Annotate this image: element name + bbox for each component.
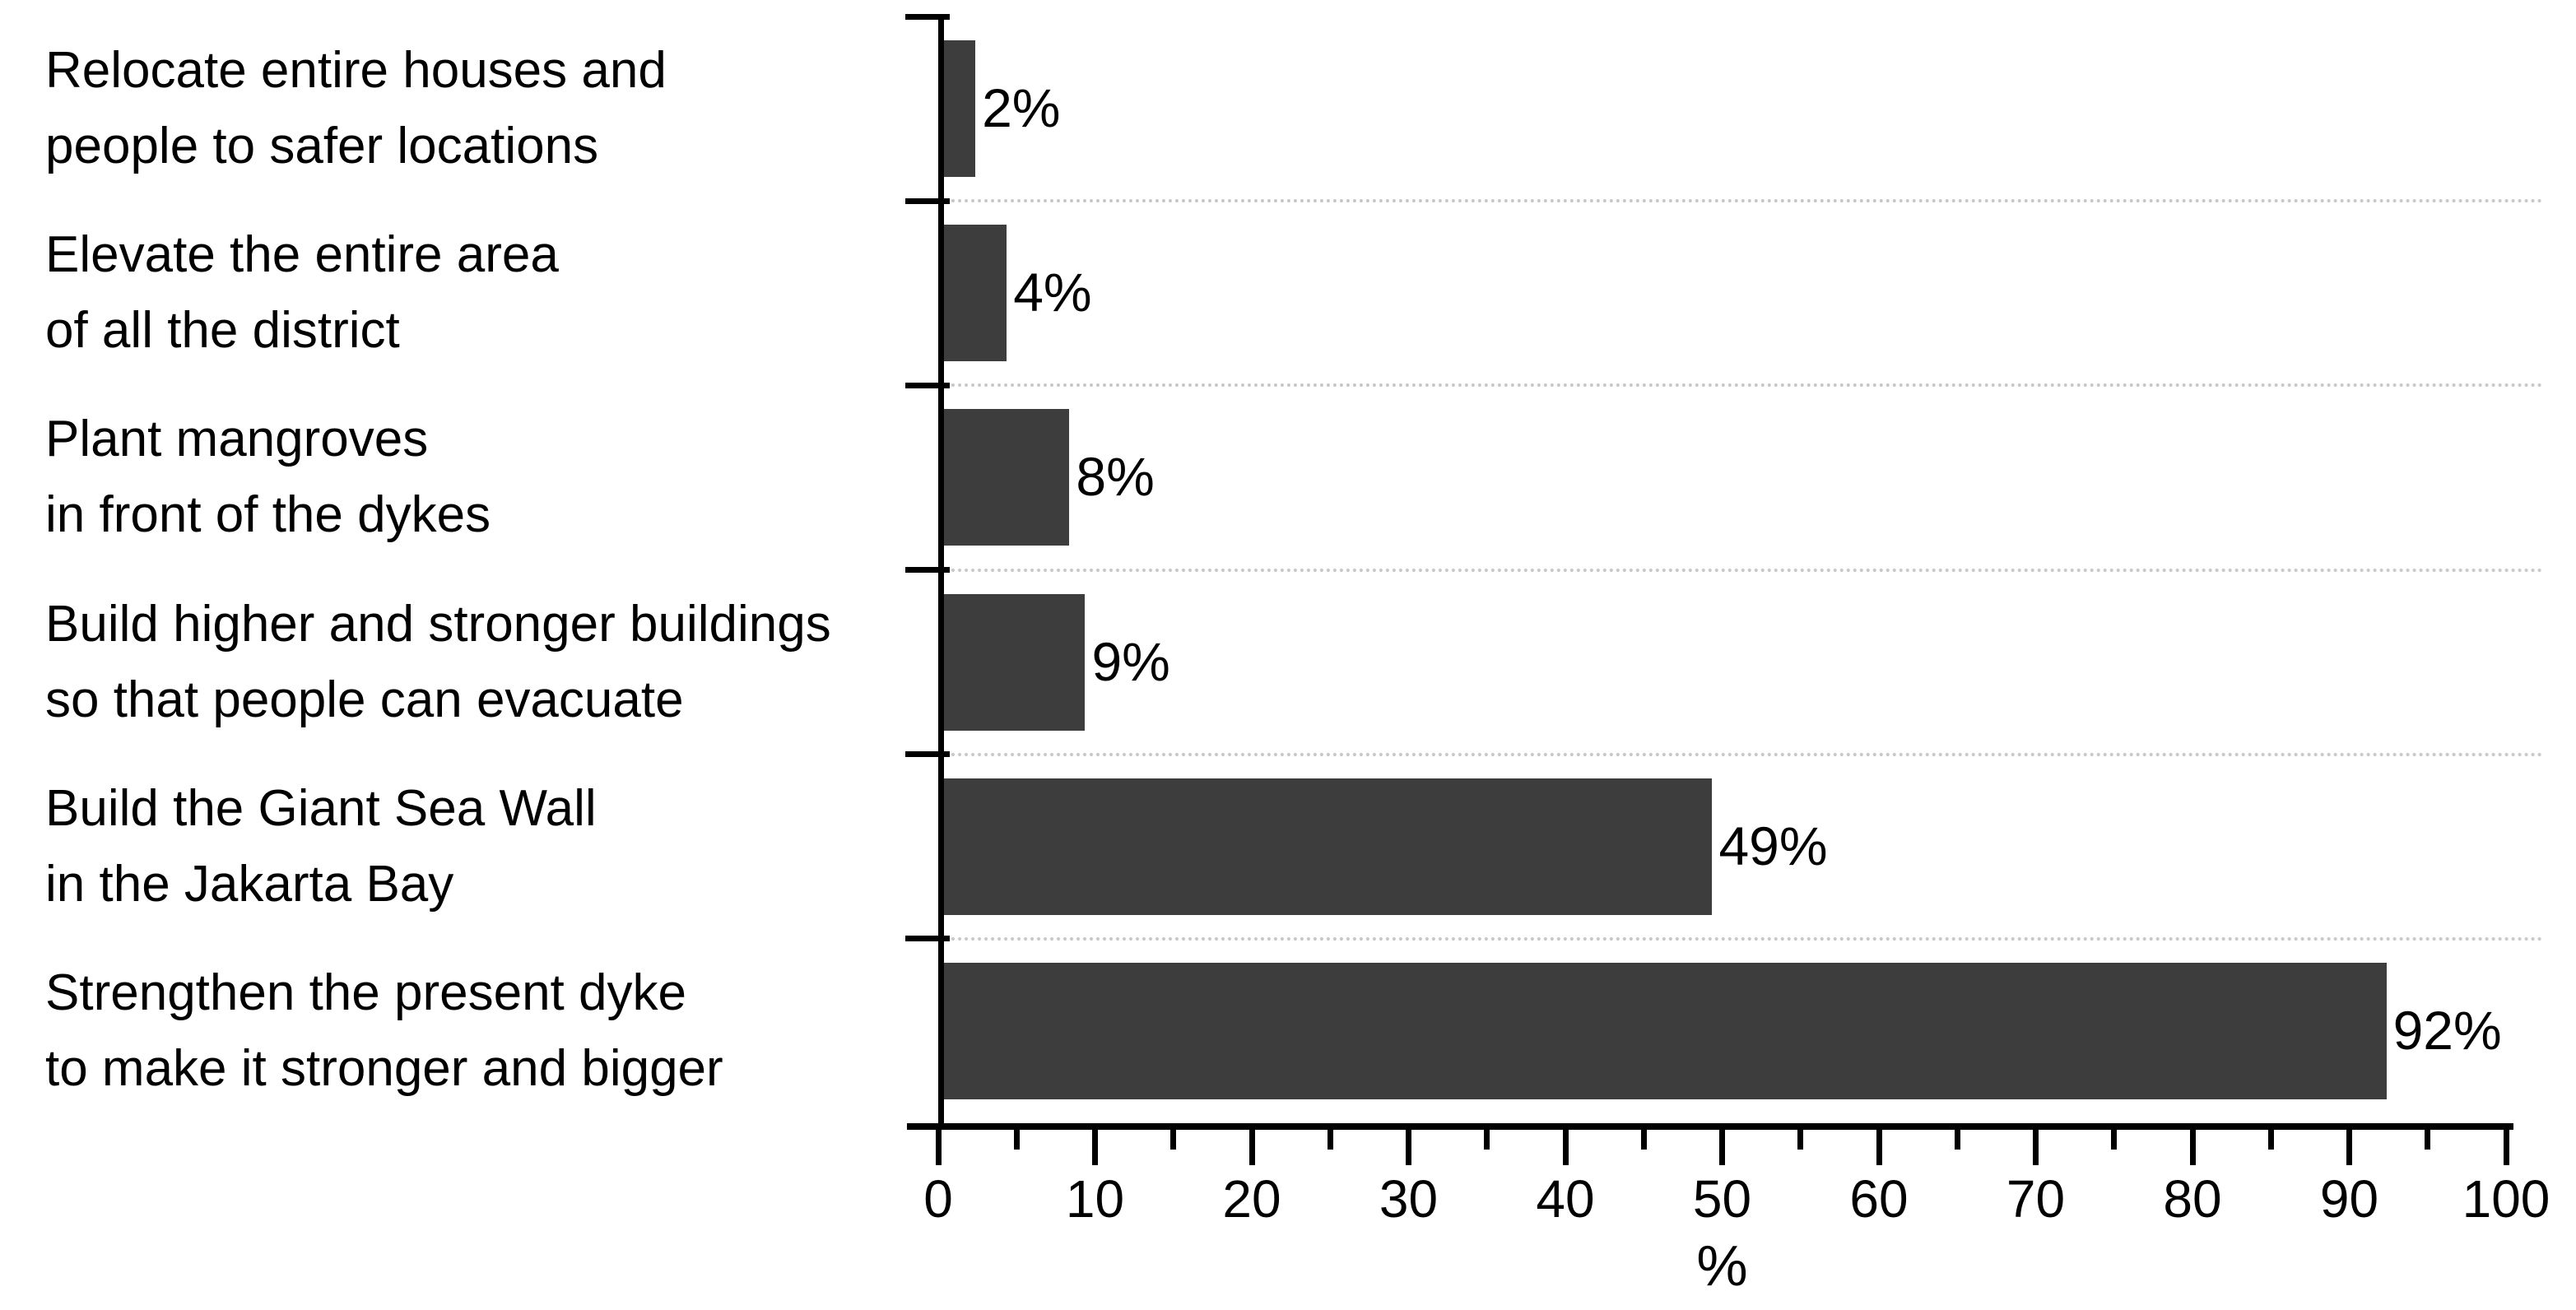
x-axis-tick-major <box>1248 1128 1255 1165</box>
row-separator-gridline <box>938 199 2543 203</box>
y-axis-tick <box>905 936 950 942</box>
x-axis-tick-minor <box>1170 1128 1177 1150</box>
x-axis-tick-minor <box>1013 1128 1020 1150</box>
bar <box>944 225 1007 362</box>
category-label: Build the Giant Sea Wall in the Jakarta B… <box>45 755 926 939</box>
chart-row: 49% <box>938 755 2506 939</box>
x-axis-tick-label: 50 <box>1692 1169 1752 1229</box>
bar <box>944 409 1070 546</box>
x-axis-tick-label: 30 <box>1379 1169 1439 1229</box>
category-label-line: in the Jakarta Bay <box>45 855 454 913</box>
category-label: Build higher and stronger buildings so th… <box>45 570 926 755</box>
chart-row: 92% <box>938 939 2506 1123</box>
chart-row: 9% <box>938 570 2506 755</box>
chart-row: 4% <box>938 201 2506 385</box>
x-axis-line <box>907 1123 2513 1130</box>
bar <box>944 40 976 178</box>
category-label-line: Build higher and stronger buildings <box>45 595 831 653</box>
row-separator-gridline <box>938 936 2543 941</box>
category-label-line: Plant mangroves <box>45 411 429 468</box>
x-axis-tick-minor <box>1797 1128 1804 1150</box>
chart-row: 8% <box>938 385 2506 569</box>
bar-value-label: 2% <box>982 77 1061 139</box>
category-label-line: people to safer locations <box>45 118 599 175</box>
x-axis-tick-label: 40 <box>1536 1169 1595 1229</box>
x-axis-tick-major <box>2189 1128 2196 1165</box>
category-label-line: in front of the dykes <box>45 486 491 544</box>
x-axis-tick-minor <box>1640 1128 1647 1150</box>
x-axis-label: % <box>1696 1233 1748 1298</box>
x-axis-tick-major <box>1876 1128 1882 1165</box>
y-axis-line <box>938 16 944 1130</box>
bar-value-label: 92% <box>2392 999 2502 1061</box>
x-axis-tick-label: 20 <box>1222 1169 1281 1229</box>
x-axis-tick-label: 0 <box>923 1169 953 1229</box>
x-axis-tick-minor <box>2111 1128 2118 1150</box>
x-axis-tick-major <box>1719 1128 1725 1165</box>
x-axis-tick-minor <box>2425 1128 2431 1150</box>
x-axis-tick-minor <box>2267 1128 2274 1150</box>
x-axis-tick-label: 80 <box>2163 1169 2222 1229</box>
category-label: Strengthen the present dyke to make it st… <box>45 939 926 1123</box>
y-axis-tick <box>905 197 950 204</box>
bar-value-label: 4% <box>1013 262 1092 323</box>
bar <box>944 778 1713 915</box>
category-label-line: Elevate the entire area <box>45 226 559 284</box>
x-axis-tick-major <box>1406 1128 1411 1165</box>
category-label-line: to make it stronger and bigger <box>45 1039 723 1097</box>
row-separator-gridline <box>938 752 2543 756</box>
y-axis-tick <box>905 567 950 573</box>
bar-value-label: 49% <box>1718 815 1828 876</box>
category-label: Relocate entire houses and people to safe… <box>45 16 926 201</box>
x-axis-tick-minor <box>1327 1128 1333 1150</box>
category-label-line: Build the Giant Sea Wall <box>45 779 597 837</box>
y-axis-tick <box>905 13 950 20</box>
chart-row: 2% <box>938 16 2506 201</box>
bar <box>944 962 2387 1099</box>
x-axis-tick-minor <box>1954 1128 1960 1150</box>
row-separator-gridline <box>938 383 2543 388</box>
row-separator-gridline <box>938 568 2543 572</box>
category-label-line: so that people can evacuate <box>45 671 684 728</box>
x-axis-tick-label: 90 <box>2319 1169 2379 1229</box>
x-axis-tick-major <box>1092 1128 1098 1165</box>
x-axis-tick-major <box>2503 1128 2509 1165</box>
x-axis-tick-major <box>1562 1128 1569 1165</box>
x-axis-tick-major <box>2033 1128 2039 1165</box>
category-label-line: of all the district <box>45 302 400 360</box>
bar-value-label: 8% <box>1076 446 1155 508</box>
y-axis-tick <box>905 751 950 758</box>
category-label: Plant mangroves in front of the dykes <box>45 385 926 569</box>
category-label-line: Strengthen the present dyke <box>45 964 686 1021</box>
y-axis-tick <box>905 382 950 388</box>
x-axis-tick-label: 10 <box>1065 1169 1125 1229</box>
plot-area: 2% 4% 8% 9% 49% 92% 0 10 20 30 40 50 60 70 80 90 100 <box>905 13 2550 1229</box>
category-labels: Relocate entire houses and people to safe… <box>45 16 926 1123</box>
x-axis-tick-major <box>935 1128 942 1165</box>
bar-value-label: 9% <box>1091 630 1170 692</box>
x-axis-tick-label: 100 <box>2462 1169 2550 1229</box>
x-axis-tick-label: 60 <box>1849 1169 1909 1229</box>
x-axis-tick-label: 70 <box>2006 1169 2066 1229</box>
x-axis-tick-major <box>2346 1128 2352 1165</box>
x-axis-tick-minor <box>1484 1128 1490 1150</box>
category-label-line: Relocate entire houses and <box>45 42 667 100</box>
category-label: Elevate the entire area of all the distri… <box>45 201 926 385</box>
bar <box>944 593 1086 731</box>
